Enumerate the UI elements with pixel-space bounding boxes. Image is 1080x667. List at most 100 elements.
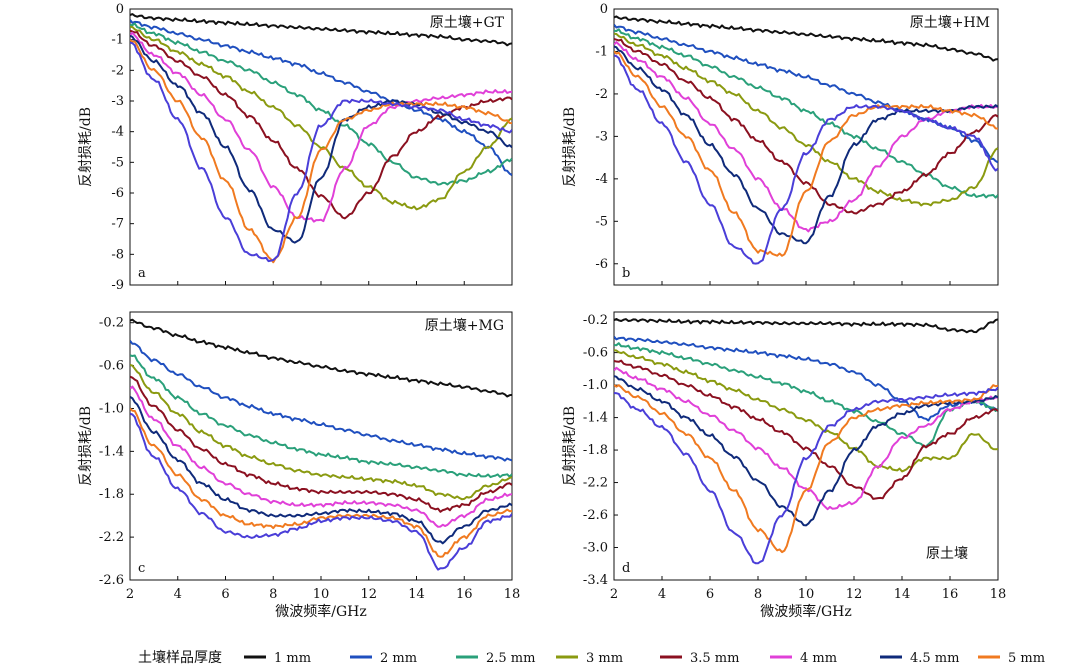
y-tick-label: -0.6 (583, 346, 608, 361)
legend-label: 3 mm (586, 651, 623, 666)
legend-item: 3.5 mm (660, 651, 739, 666)
y-tick-label: 0 (116, 2, 124, 17)
panel-letter: c (138, 561, 145, 576)
legend-label: 4.5 mm (910, 651, 959, 666)
y-tick-label: -4 (111, 125, 124, 140)
series-line-5-5mmmm (130, 41, 512, 263)
y-tick-label: -2.2 (583, 476, 608, 491)
series-line-3mmmm (614, 32, 998, 207)
y-tick-label: -3.4 (583, 573, 608, 588)
series-line-5mmmm (130, 38, 512, 264)
series-line-4mmmm (614, 41, 998, 233)
y-tick-label: -6 (595, 257, 608, 272)
y-tick-label: -1 (111, 33, 124, 48)
series-line-4mmmm (130, 385, 512, 528)
y-tick-label: -0.6 (99, 359, 124, 374)
series-line-2-5mmmm (614, 28, 998, 199)
legend-label: 2.5 mm (486, 651, 535, 666)
series-line-3-5mmmm (130, 29, 512, 220)
series-group (130, 318, 512, 571)
legend-item: 4.5 mm (880, 651, 959, 666)
y-tick-label: 0 (600, 2, 608, 17)
series-line-1mmmm (130, 318, 512, 398)
series-line-5-5mmmm (614, 54, 998, 265)
series-line-2mmmm (614, 23, 998, 164)
x-tick-label: 6 (706, 587, 714, 602)
series-line-2mmmm (130, 19, 512, 176)
series-line-3-5mmmm (614, 359, 998, 500)
x-tick-label: 18 (504, 587, 521, 602)
y-tick-label: -4 (595, 172, 608, 187)
x-tick-label: 4 (658, 587, 666, 602)
series-line-1mmmm (614, 318, 998, 334)
legend-label: 3.5 mm (690, 651, 739, 666)
legend-item: 5 mm (978, 651, 1045, 666)
series-line-5mmmm (130, 407, 512, 558)
x-tick-label: 12 (846, 587, 863, 602)
x-tick-label: 8 (269, 587, 277, 602)
series-line-4-5mmmm (130, 34, 512, 244)
y-tick-label: -1.0 (583, 378, 608, 393)
series-line-4mmmm (130, 31, 512, 223)
series-line-1mmmm (130, 13, 512, 47)
y-tick-label: -8 (111, 247, 124, 262)
x-tick-label: 14 (894, 587, 911, 602)
legend-label: 2 mm (380, 651, 417, 666)
legend-item: 2.5 mm (456, 651, 535, 666)
series-line-4-5mmmm (130, 396, 512, 545)
series-line-3-5mmmm (130, 375, 512, 513)
y-tick-label: -0.2 (583, 313, 608, 328)
y-tick-label: -3 (595, 129, 608, 144)
series-line-5-5mmmm (130, 412, 512, 571)
x-tick-label: 14 (408, 587, 425, 602)
y-tick-label: -1.4 (583, 411, 608, 426)
y-tick-label: -1.8 (99, 487, 124, 502)
x-tick-label: 2 (126, 587, 134, 602)
series-line-3mmmm (130, 363, 512, 501)
y-tick-label: -0.2 (99, 316, 124, 331)
series-line-5mmmm (614, 384, 998, 554)
y-tick-label: -7 (111, 217, 124, 232)
x-axis-label: 微波频率/GHz (760, 603, 852, 620)
y-tick-label: -1 (595, 44, 608, 59)
x-tick-label: 8 (754, 587, 762, 602)
y-axis-label: 反射损耗/dB (562, 406, 578, 486)
chart-panel-b: 0 -1 -2 -3 -4 -5 -6 反射损耗/dB 原土壤+HM b (562, 2, 999, 286)
x-tick-label: 4 (174, 587, 182, 602)
x-tick-label: 6 (221, 587, 229, 602)
series-line-2-5mmmm (130, 354, 512, 479)
x-tick-label: 16 (942, 587, 959, 602)
series-group (614, 318, 998, 565)
y-tick-label: -9 (111, 278, 124, 293)
panel-letter: a (138, 266, 146, 281)
y-tick-label: -1.8 (583, 443, 608, 458)
y-tick-label: -2.6 (583, 508, 608, 523)
x-tick-label: 10 (313, 587, 330, 602)
panel-annotation: 原土壤 (926, 545, 968, 562)
legend-item: 4 mm (770, 651, 837, 666)
legend-title: 土壤样品厚度 (138, 649, 222, 666)
x-tick-label: 10 (798, 587, 815, 602)
series-line-3-5mmmm (614, 38, 998, 215)
y-tick-label: -6 (111, 186, 124, 201)
y-axis-label: 反射损耗/dB (78, 406, 94, 486)
series-line-5-5mmmm (614, 386, 998, 565)
chart-panel-d: 2 4 6 8 10 12 14 16 18 -0.2 -0.6 -1.0 -1.4 -1.8 -2.2 -2… (562, 311, 1006, 620)
legend-item: 2 mm (350, 651, 417, 666)
series-group (614, 15, 998, 265)
series-line-5mmmm (614, 50, 998, 257)
series-line-2mmmm (614, 335, 998, 422)
y-axis-label: 反射损耗/dB (562, 107, 578, 187)
series-group (130, 13, 512, 264)
y-tick-label: -5 (111, 155, 124, 170)
panel-annotation: 原土壤+MG (425, 317, 504, 334)
x-axis-label: 微波频率/GHz (275, 603, 367, 620)
chart-panel-a: 0 -1 -2 -3 -4 -5 -6 -7 -8 -9 反射损耗/dB 原土壤+GT a (78, 2, 513, 293)
panel-annotation: 原土壤+HM (910, 14, 990, 31)
y-tick-label: -2.2 (99, 530, 124, 545)
y-tick-label: -1.0 (99, 401, 124, 416)
x-tick-label: 2 (610, 587, 618, 602)
panel-annotation: 原土壤+GT (430, 14, 505, 31)
chart-panel-c: 2 4 6 8 10 12 14 16 18 -0.2 -0.6 -1.0 -1.4 -1.8 -2.2 -2… (78, 311, 521, 620)
